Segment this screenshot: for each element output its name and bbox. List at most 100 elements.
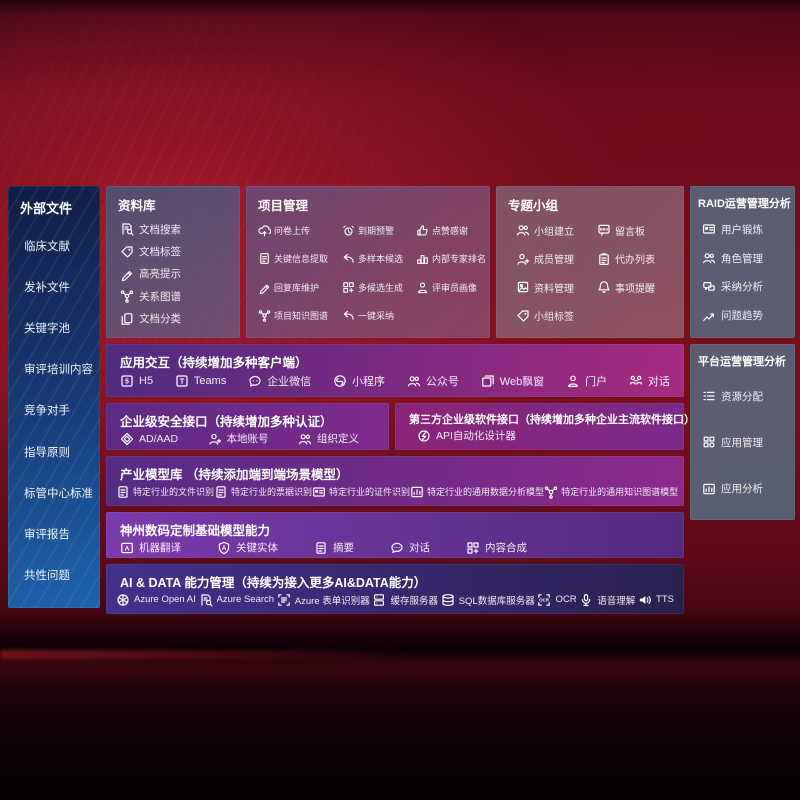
- feature-item: 到期预警: [342, 224, 416, 237]
- feature-item: 门户: [566, 373, 607, 389]
- feature-label: 内部专家排名: [432, 254, 487, 265]
- resource-library-panel: 资料库 文档搜索 文档标签 高亮提示 关系图谱 文档分类: [106, 186, 240, 338]
- feature-label: 特定行业的证件识别: [329, 487, 411, 497]
- app-interaction-items: 5 H5 T Teams 企业微信 小程序 公众号 Web飘窗 门户 对话: [106, 372, 684, 397]
- person-add-icon: [516, 252, 530, 266]
- feature-label: 应用管理: [721, 436, 763, 449]
- feature-item: 点赞感谢: [416, 224, 486, 237]
- pen-icon: [258, 281, 271, 294]
- feature-label: 用户锻炼: [721, 223, 763, 236]
- feature-label: 企业微信: [267, 376, 312, 388]
- feature-label: 对话: [647, 376, 670, 388]
- feature-item: 资料管理: [516, 280, 597, 295]
- app-interaction-row: 应用交互（持续增加多种客户端） 5 H5 T Teams 企业微信 小程序 公众号 Web飘窗…: [106, 344, 684, 397]
- feature-item: 成员管理: [516, 251, 597, 266]
- feature-item: A 关键实体: [217, 540, 278, 555]
- mini-program-icon: [333, 374, 347, 388]
- feature-label: Web飘窗: [499, 376, 545, 388]
- feature-label: 问卷上传: [274, 225, 311, 236]
- form-recognizer-icon: [277, 593, 291, 607]
- feature-item: 摘要: [314, 540, 354, 555]
- svg-text:5: 5: [125, 379, 129, 386]
- platform-operations-items: 资源分配 应用管理 应用分析: [690, 371, 795, 520]
- industry-model-items: 特定行业的文件识别 特定行业的票据识别 特定行业的证件识别 特定行业的通用数据分析模型…: [106, 484, 684, 506]
- feature-label: H5: [139, 375, 154, 387]
- row-title: AI & DATA 能力管理（持续为接入更多AI&DATA能力）: [120, 576, 427, 590]
- person-add-icon: [208, 432, 222, 446]
- feature-label: AD/AAD: [139, 432, 179, 445]
- feature-item: 用户锻炼: [702, 222, 789, 237]
- web-window-icon: [481, 374, 495, 388]
- feature-label: 项目知识图谱: [274, 311, 329, 322]
- feature-item: 问题趋势: [702, 308, 789, 323]
- feature-label: 公众号: [425, 376, 459, 388]
- feature-label: Azure Open AI: [134, 594, 196, 605]
- feature-item: SQL数据库服务器: [441, 593, 535, 607]
- feature-item: BBS 留言板: [597, 223, 678, 238]
- feature-label: TTS: [656, 594, 674, 605]
- feature-label: 小组建立: [534, 226, 574, 238]
- feature-item: 关键信息提取: [258, 252, 342, 265]
- person-icon: [416, 281, 429, 294]
- feature-label: 文档分类: [139, 313, 181, 326]
- grid-plus-icon: [466, 541, 480, 555]
- feature-item: 语音理解: [579, 593, 635, 607]
- doc-copy-icon: [120, 312, 134, 326]
- feature-item: 小组标签: [516, 308, 597, 323]
- feature-item: 缓存服务器: [372, 593, 438, 607]
- feature-label: 关系图谱: [139, 290, 181, 303]
- feature-label: 摘要: [333, 542, 354, 554]
- bell-icon: [597, 280, 611, 294]
- sidebar-item: 竞争对手: [24, 405, 70, 418]
- sidebar-item: 关键字池: [24, 323, 70, 336]
- grid-plus-icon: [342, 281, 355, 294]
- feature-label: 组织定义: [317, 433, 359, 445]
- feature-item: 资源分配: [702, 389, 789, 404]
- feature-label: 特定行业的文件识别: [133, 487, 215, 497]
- album-icon: [516, 280, 530, 294]
- feature-item: 公众号: [407, 373, 459, 389]
- speech-icon: [579, 593, 593, 607]
- row-title: 第三方企业级软件接口（持续增加多种企业主流软件接口）: [409, 414, 695, 426]
- topic-groups-panel: 专题小组 小组建立 BBS 留言板 成员管理 代办列表 资料管理 事项提醒 小组标签: [496, 186, 684, 338]
- feature-item: 代办列表: [597, 251, 678, 266]
- top-shade: [0, 0, 800, 16]
- sidebar-item: 发补文件: [24, 281, 70, 294]
- feature-label: 点赞感谢: [432, 225, 469, 236]
- feature-label: 门户: [585, 376, 608, 388]
- doc-icon: [314, 541, 328, 555]
- people-icon: [702, 251, 716, 265]
- wechat-icon: [248, 374, 262, 388]
- h5-icon: 5: [120, 374, 134, 388]
- feature-label: 缓存服务器: [390, 595, 438, 607]
- panel-title: 外部文件: [20, 201, 73, 216]
- feature-item: 采纳分析: [702, 279, 789, 294]
- feature-item: 组织定义: [298, 431, 359, 446]
- network-icon: [544, 485, 558, 499]
- bbs-icon: BBS: [597, 223, 611, 237]
- feature-item: 高亮提示: [120, 266, 234, 281]
- feature-label: 成员管理: [534, 255, 574, 267]
- feature-label: 特定行业的通用知识图谱模型: [561, 487, 679, 497]
- feature-item: 角色管理: [702, 251, 789, 266]
- feature-item: 特定行业的票据识别: [214, 485, 312, 499]
- feature-label: 小组标签: [534, 312, 574, 324]
- raid-operations-items: 用户锻炼角色管理采纳分析问题趋势: [690, 213, 795, 338]
- panel-title: 专题小组: [508, 199, 559, 213]
- panel-title: RAID运营管理分析: [698, 198, 791, 210]
- people-icon: [516, 223, 530, 237]
- feature-label: 资源分配: [721, 390, 763, 403]
- alarm-icon: [342, 224, 355, 237]
- app-grid-icon: [702, 435, 716, 449]
- feature-item: 内容合成: [466, 540, 527, 555]
- tts-icon: [638, 593, 652, 607]
- id-card-icon: [312, 485, 326, 499]
- tag-icon: [120, 245, 134, 259]
- feature-label: 关键信息提取: [274, 254, 329, 265]
- ai-data-items: Azure Open AI Azure Search Azure 表单识别器 缓存服务…: [106, 592, 684, 614]
- feature-item: OCR OCR: [537, 593, 577, 607]
- resource-library-items: 文档搜索 文档标签 高亮提示 关系图谱 文档分类: [106, 216, 240, 338]
- feature-item: 对话: [390, 540, 430, 555]
- feature-label: 文档搜索: [139, 223, 181, 236]
- feature-label: Teams: [193, 375, 227, 387]
